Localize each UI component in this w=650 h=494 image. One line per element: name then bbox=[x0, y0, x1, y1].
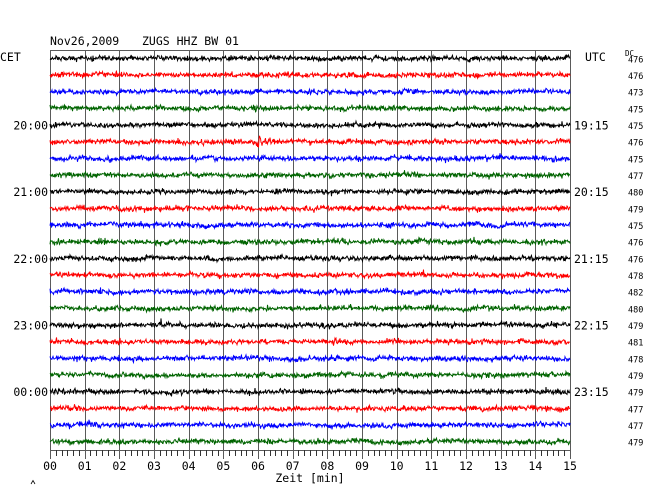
utc-time-label: 19:15 bbox=[574, 119, 609, 133]
dc-value: 475 bbox=[628, 155, 643, 165]
x-tick-label: 14 bbox=[528, 459, 542, 473]
trace-row-22 bbox=[49, 403, 571, 413]
dc-value: 479 bbox=[628, 372, 643, 382]
cet-time-label: 23:00 bbox=[13, 319, 48, 333]
grid bbox=[50, 50, 571, 459]
utc-time-label: 20:15 bbox=[574, 185, 609, 199]
cet-time-label: 21:00 bbox=[13, 185, 48, 199]
dc-value: 477 bbox=[628, 422, 643, 432]
dc-value: 475 bbox=[628, 105, 643, 115]
trace-row-24 bbox=[49, 436, 571, 447]
trace-row-20 bbox=[49, 369, 571, 381]
x-tick-label: 05 bbox=[216, 459, 230, 473]
trace-row-6 bbox=[49, 135, 571, 148]
x-tick-label: 15 bbox=[563, 459, 577, 473]
dc-value: 476 bbox=[628, 72, 643, 82]
x-tick-label: 08 bbox=[320, 459, 334, 473]
dc-value: 479 bbox=[628, 389, 643, 399]
trace-row-9 bbox=[49, 187, 571, 197]
x-tick-label: 07 bbox=[286, 459, 300, 473]
x-tick-label: 13 bbox=[494, 459, 508, 473]
traces bbox=[49, 53, 571, 447]
dc-value: 479 bbox=[628, 205, 643, 215]
cet-time-label: 00:00 bbox=[13, 385, 48, 399]
trace-row-14 bbox=[49, 269, 571, 281]
trace-row-3 bbox=[49, 86, 571, 98]
utc-time-labels: 19:15 20:15 21:15 22:15 23:15 bbox=[574, 119, 609, 400]
trace-row-5 bbox=[49, 119, 571, 130]
trace-row-2 bbox=[49, 69, 571, 80]
x-tick-label: 02 bbox=[112, 459, 126, 473]
dc-value: 479 bbox=[628, 439, 643, 449]
dc-column-label: DC bbox=[625, 49, 634, 58]
dc-value: 478 bbox=[628, 272, 643, 282]
x-tick-label: 12 bbox=[459, 459, 473, 473]
dc-value: 482 bbox=[628, 289, 643, 299]
dc-value: 475 bbox=[628, 222, 643, 232]
trace-row-23 bbox=[49, 419, 571, 431]
dc-value: 479 bbox=[628, 322, 643, 332]
cet-time-label: 22:00 bbox=[13, 252, 48, 266]
dc-value: 476 bbox=[628, 239, 643, 249]
dc-value: 476 bbox=[628, 255, 643, 265]
dc-value: 477 bbox=[628, 405, 643, 415]
x-tick-label: 03 bbox=[147, 459, 161, 473]
trace-row-12 bbox=[49, 236, 571, 247]
dc-value: 473 bbox=[628, 89, 643, 99]
date-label: Nov26,2009 bbox=[50, 34, 119, 48]
cet-time-label: 20:00 bbox=[13, 119, 48, 133]
trace-row-8 bbox=[49, 170, 571, 180]
dc-value: 477 bbox=[628, 172, 643, 182]
trace-row-13 bbox=[49, 253, 571, 264]
trace-row-1 bbox=[49, 53, 571, 64]
dc-value: 480 bbox=[628, 305, 643, 315]
trace-row-18 bbox=[49, 336, 571, 347]
dc-value: 481 bbox=[628, 339, 643, 349]
x-axis-label: Zeit [min] bbox=[275, 471, 344, 485]
x-tick-label: 06 bbox=[251, 459, 265, 473]
trace-row-4 bbox=[49, 103, 571, 114]
trace-row-16 bbox=[49, 303, 571, 314]
utc-time-label: 21:15 bbox=[574, 252, 609, 266]
x-tick-label: 10 bbox=[390, 459, 404, 473]
dc-value: 476 bbox=[628, 55, 643, 65]
x-tick-label: 00 bbox=[43, 459, 57, 473]
trace-row-21 bbox=[49, 386, 571, 398]
x-tick-label: 04 bbox=[182, 459, 196, 473]
corner-mark bbox=[30, 479, 36, 485]
trace-row-17 bbox=[49, 318, 571, 331]
x-axis-tick-labels: 00 01 02 03 04 05 06 07 08 09 10 11 12 13 14 15 bbox=[43, 459, 577, 473]
trace-row-11 bbox=[49, 220, 571, 230]
dc-value: 475 bbox=[628, 122, 643, 132]
dc-value: 480 bbox=[628, 189, 643, 199]
trace-row-15 bbox=[49, 286, 571, 297]
x-tick-label: 09 bbox=[355, 459, 369, 473]
trace-row-7 bbox=[49, 153, 571, 164]
dc-values: 476 476 473 475 475 476 475 477 480 479 475 476 476 4… bbox=[628, 55, 643, 448]
cet-time-labels: 20:00 21:00 22:00 23:00 00:00 bbox=[13, 119, 48, 400]
utc-axis-label: UTC bbox=[585, 50, 606, 64]
station-title: ZUGS HHZ BW 01 bbox=[142, 34, 239, 48]
utc-time-label: 23:15 bbox=[574, 385, 609, 399]
utc-time-label: 22:15 bbox=[574, 319, 609, 333]
dc-value: 478 bbox=[628, 355, 643, 365]
trace-row-10 bbox=[49, 203, 571, 213]
x-tick-label: 01 bbox=[78, 459, 92, 473]
dc-value: 476 bbox=[628, 139, 643, 149]
x-axis-ticks bbox=[56, 450, 565, 456]
x-tick-label: 11 bbox=[424, 459, 438, 473]
cet-axis-label: CET bbox=[0, 50, 21, 64]
trace-row-19 bbox=[49, 353, 571, 365]
